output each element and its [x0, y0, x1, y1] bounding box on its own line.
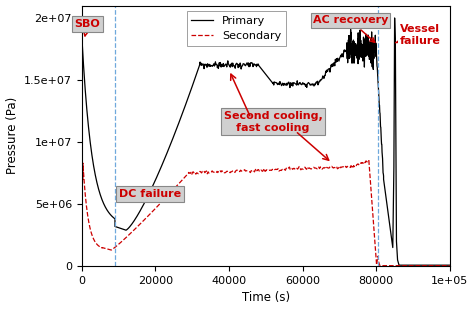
Secondary [366, 159, 372, 162]
Primary [396, 263, 402, 267]
Primary [363, 33, 369, 36]
Text: DC failure: DC failure [118, 189, 181, 199]
Text: SBO: SBO [74, 19, 100, 36]
Text: AC recovery: AC recovery [313, 16, 388, 42]
Primary [346, 52, 351, 56]
Primary [301, 82, 306, 86]
Primary [447, 263, 453, 267]
Text: Second cooling,
fast cooling: Second cooling, fast cooling [224, 111, 323, 133]
Secondary [377, 264, 383, 268]
Primary [79, 35, 85, 38]
Primary [146, 193, 151, 197]
Y-axis label: Pressure (Pa): Pressure (Pa) [6, 97, 18, 175]
Primary [392, 16, 398, 20]
Secondary [97, 245, 103, 249]
X-axis label: Time (s): Time (s) [242, 291, 290, 304]
Secondary [116, 243, 121, 246]
Primary [114, 225, 120, 229]
Secondary [447, 264, 453, 268]
Secondary [414, 264, 419, 268]
Secondary [266, 168, 272, 172]
Text: Vessel
failure: Vessel failure [396, 24, 441, 46]
Secondary [126, 233, 131, 237]
Legend: Primary, Secondary: Primary, Secondary [187, 11, 286, 46]
Secondary [329, 165, 335, 168]
Line: Primary: Primary [82, 18, 450, 265]
Secondary [79, 177, 85, 181]
Primary [361, 38, 367, 41]
Line: Secondary: Secondary [82, 161, 450, 266]
